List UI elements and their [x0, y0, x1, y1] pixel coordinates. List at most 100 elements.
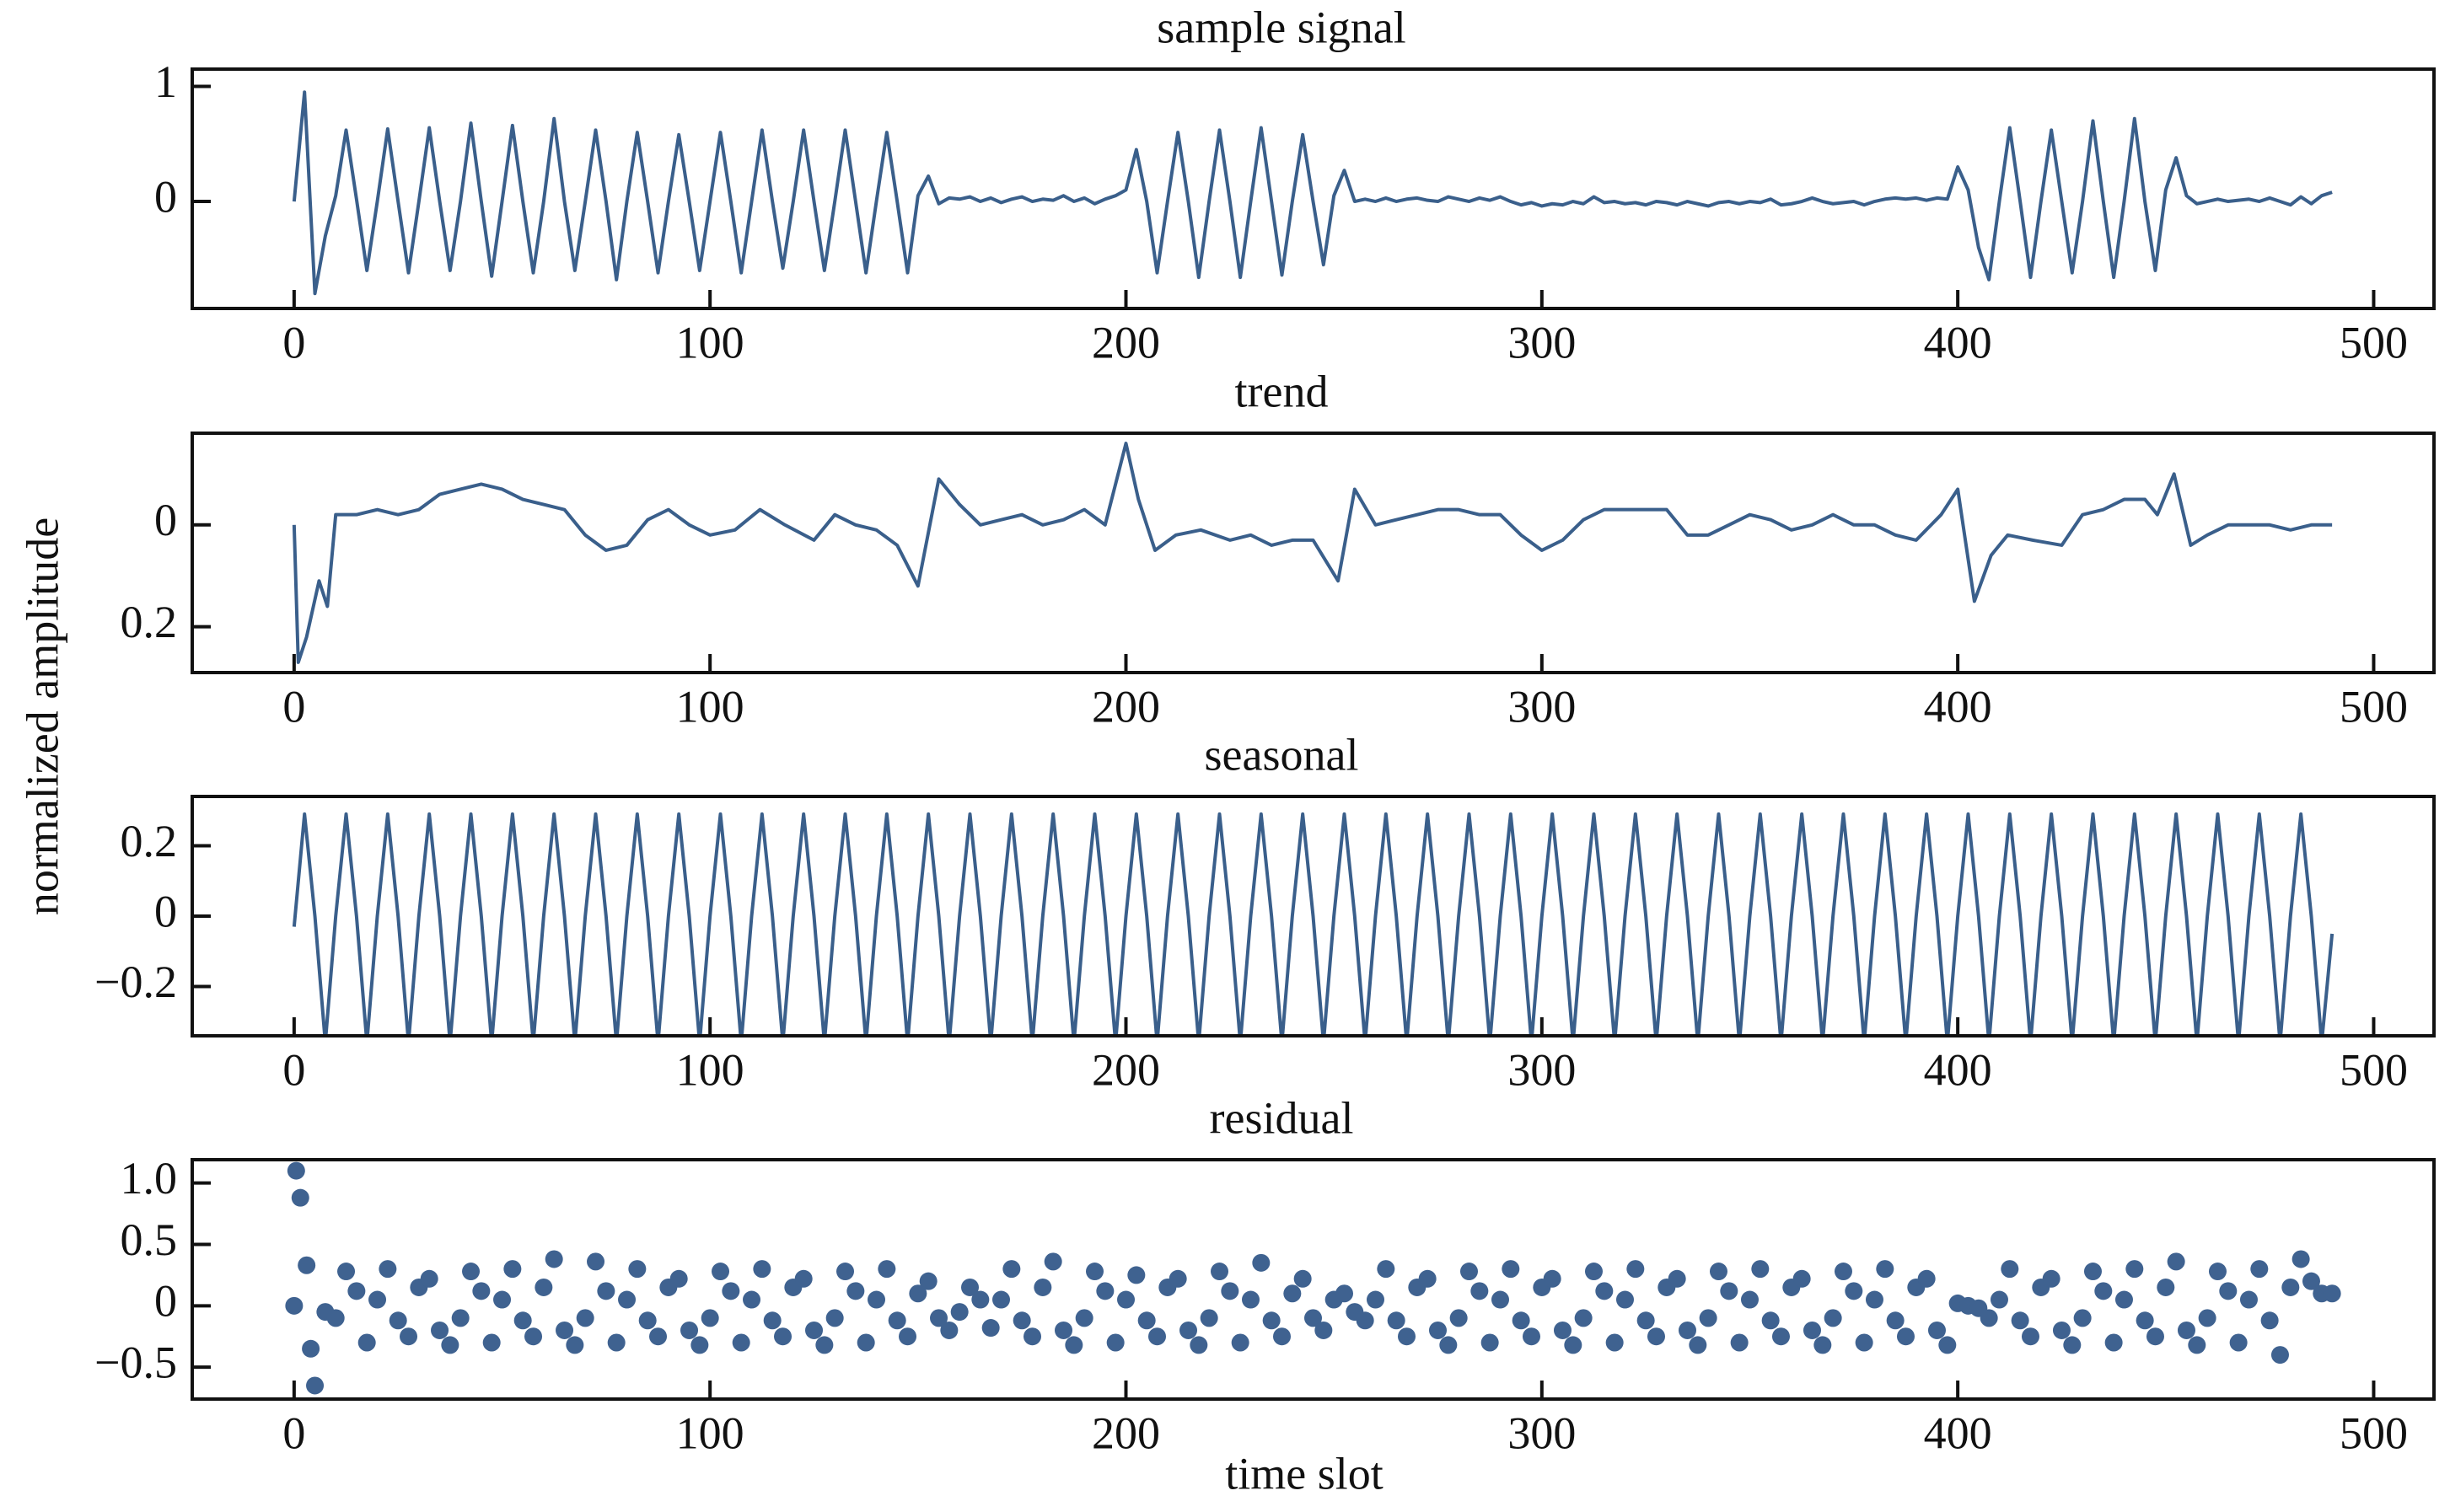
- x-tick-label: 300: [1507, 1044, 1576, 1095]
- residual-point: [493, 1290, 512, 1309]
- subplot-title: sample signal: [1157, 2, 1405, 52]
- residual-point: [1678, 1321, 1696, 1339]
- residual-point: [1356, 1311, 1374, 1330]
- plot-area: [292, 812, 2334, 1036]
- residual-point: [482, 1333, 501, 1352]
- residual-point: [1564, 1336, 1582, 1354]
- residual-point: [2208, 1263, 2227, 1281]
- residual-point: [1086, 1263, 1104, 1281]
- residual-point: [1470, 1282, 1489, 1300]
- residual-point: [1647, 1327, 1665, 1346]
- y-tick-label: 0: [154, 171, 177, 222]
- x-tick-label: 300: [1507, 681, 1576, 732]
- residual-point: [513, 1311, 532, 1330]
- residual-point: [909, 1284, 927, 1303]
- x-tick-label: 0: [282, 681, 305, 732]
- x-tick-label: 100: [676, 681, 744, 732]
- residual-point: [805, 1321, 824, 1339]
- subplot-title: residual: [1210, 1092, 1354, 1143]
- plot-area: [292, 90, 2333, 296]
- residual-point: [732, 1333, 750, 1352]
- x-tick-label: 500: [2340, 317, 2408, 367]
- x-tick-label: 500: [2340, 1407, 2408, 1458]
- residual-point: [774, 1327, 792, 1346]
- residual-point: [618, 1290, 637, 1309]
- residual-point: [1720, 1282, 1738, 1300]
- residual-point: [1262, 1311, 1281, 1330]
- residual-point: [1522, 1327, 1540, 1346]
- residual-point: [1293, 1269, 1312, 1288]
- residual-point: [1127, 1266, 1146, 1284]
- y-axis-label: normalized amplitude: [17, 517, 67, 915]
- residual-point: [836, 1263, 855, 1281]
- residual-point: [868, 1290, 886, 1309]
- x-tick-label: 100: [676, 1044, 744, 1095]
- residual-point: [1304, 1309, 1322, 1327]
- x-tick-label: 400: [1924, 1044, 1992, 1095]
- residual-point: [2021, 1327, 2039, 1346]
- residual-point: [2188, 1336, 2206, 1354]
- residual-point: [1813, 1336, 1832, 1354]
- residual-point: [298, 1256, 316, 1274]
- residual-point: [566, 1336, 584, 1354]
- residual-point: [1480, 1333, 1499, 1352]
- x-tick-label: 200: [1092, 317, 1160, 367]
- residual-point: [1689, 1336, 1707, 1354]
- y-tick-label: −0.5: [94, 1338, 177, 1388]
- residual-point: [2198, 1309, 2216, 1327]
- residual-point: [930, 1309, 948, 1327]
- residual-point: [2229, 1333, 2248, 1352]
- residual-point: [1855, 1333, 1873, 1352]
- residual-point: [1044, 1252, 1062, 1271]
- residual-point: [981, 1319, 1000, 1338]
- residual-point: [2167, 1252, 2185, 1271]
- residual-point: [1034, 1278, 1052, 1296]
- residual-point: [1761, 1311, 1780, 1330]
- residual-point: [1179, 1321, 1198, 1339]
- residual-point: [1668, 1269, 1686, 1288]
- residual-point: [1740, 1290, 1759, 1309]
- residual-point: [794, 1269, 813, 1288]
- residual-point: [2239, 1290, 2258, 1309]
- residual-point: [1013, 1311, 1031, 1330]
- residual-point: [2114, 1290, 2133, 1309]
- y-tick-label: 0.5: [121, 1214, 178, 1265]
- axes-frame: [191, 67, 2436, 310]
- residual-point: [462, 1263, 481, 1281]
- residual-point: [992, 1290, 1011, 1309]
- residual-point: [285, 1296, 304, 1315]
- residual-point: [1751, 1260, 1770, 1279]
- x-axis-label: time slot: [1225, 1448, 1383, 1499]
- y-tick-label: 1: [154, 56, 177, 107]
- residual-point: [535, 1278, 553, 1296]
- residual-point: [1865, 1290, 1883, 1309]
- residual-point: [857, 1333, 875, 1352]
- residual-point: [1200, 1309, 1218, 1327]
- residual-point: [1834, 1263, 1852, 1281]
- residual-point: [1584, 1263, 1603, 1281]
- residual-point: [1221, 1282, 1239, 1300]
- x-tick-label: 100: [676, 317, 744, 367]
- residual-point: [649, 1327, 668, 1346]
- residual-point: [576, 1309, 594, 1327]
- y-tick-label: 0.2: [121, 597, 178, 647]
- residual-point: [1615, 1290, 1634, 1309]
- residual-point: [1117, 1290, 1136, 1309]
- x-tick-label: 400: [1924, 1407, 1992, 1458]
- residual-point: [368, 1290, 387, 1309]
- residual-point: [597, 1282, 615, 1300]
- residual-point: [2281, 1278, 2300, 1296]
- residual-point: [1980, 1309, 1998, 1327]
- residual-point: [2292, 1250, 2310, 1268]
- residual-point: [1096, 1282, 1115, 1300]
- y-tick-label: 0.2: [121, 816, 178, 866]
- residual-point: [2136, 1311, 2154, 1330]
- residual-point: [1459, 1263, 1478, 1281]
- x-tick-label: 200: [1092, 1407, 1160, 1458]
- residual-point: [587, 1252, 605, 1271]
- residual-point: [1990, 1290, 2008, 1309]
- residual-point: [2219, 1282, 2238, 1300]
- residual-point: [287, 1161, 305, 1180]
